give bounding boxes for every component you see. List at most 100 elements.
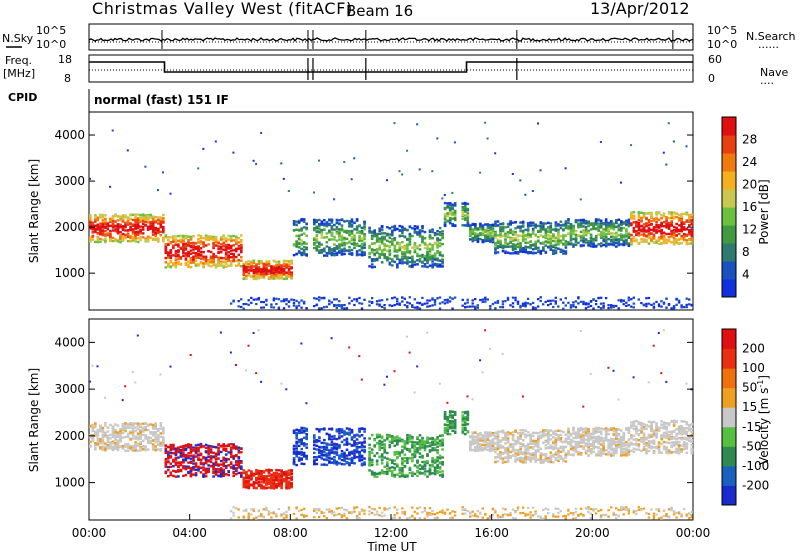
ground-cell [287,305,291,308]
echo-cell [453,218,457,222]
ground-cell [549,299,552,302]
echo-cell [433,258,437,261]
ground-cell [685,297,688,300]
ground-cell [514,296,517,299]
echo-cell [353,157,356,160]
echo-cell [680,235,683,238]
echo-cell [368,246,371,249]
echo-cell [235,473,238,476]
echo-cell [267,481,271,485]
echo-cell [524,250,527,254]
ground-cell [438,296,442,299]
echo-cell [277,260,281,263]
echo-cell [554,223,558,226]
echo-cell [265,262,268,265]
echo-cell [267,474,271,478]
echo-cell [177,245,180,248]
echo-cell [219,473,223,476]
echo-cell [169,261,173,264]
echo-cell [300,229,303,232]
echo-cell [531,252,535,255]
ground-cell [451,307,454,310]
echo-cell [91,231,95,234]
echo-cell [345,242,349,245]
echo-cell [511,252,515,255]
echo-cell [149,423,152,426]
echo-cell [245,472,248,475]
echo-cell [426,261,429,265]
echo-cell [224,473,228,476]
echo-cell [229,244,233,248]
echo-cell [179,469,183,472]
ground-cell [453,296,457,299]
echo-cell [519,234,522,238]
echo-cell [209,260,213,264]
ground-cell [610,304,613,307]
echo-cell [604,234,608,238]
echo-cell [114,230,117,233]
echo-cell [169,236,173,239]
echo-cell [479,171,482,174]
echo-cell [134,215,137,219]
echo-cell [229,448,233,452]
echo-cell [114,238,117,241]
echo-cell [313,243,316,246]
echo-cell [504,245,507,249]
echo-cell [277,472,281,476]
ground-cell [607,304,610,307]
echo-cell [272,275,276,279]
echo-cell [338,228,341,231]
echo-cell [121,444,125,448]
echo-cell [421,255,424,259]
echo-cell [136,442,140,446]
echo-cell [129,446,132,449]
echo-cell [466,212,470,215]
echo-cell [690,237,694,240]
echo-cell [431,228,434,231]
echo-cell [267,478,271,482]
echo-cell [604,228,608,231]
ground-cell [524,301,527,304]
echo-cell [255,372,258,375]
echo-cell [579,244,583,248]
echo-cell [441,233,444,237]
ground-cell [486,298,489,301]
ground-cell [506,296,510,299]
echo-cell [685,234,689,237]
echo-cell [544,251,548,254]
echo-cell [537,240,540,243]
ground-cell [396,297,399,300]
ground-cell [272,297,276,300]
echo-cell [612,239,616,242]
echo-cell [139,216,142,219]
echo-cell [675,241,678,245]
echo-cell [280,162,283,165]
echo-cell [194,455,198,458]
ground-cell [348,296,351,299]
echo-cell [587,224,590,228]
echo-cell [126,446,130,449]
echo-cell [511,237,515,240]
echo-cell [315,229,319,232]
echo-cell [531,232,535,235]
echo-cell [141,213,145,216]
colorbar-swatch [722,225,736,244]
echo-cell [574,243,578,246]
echo-cell [396,264,399,267]
echo-cell [172,469,175,473]
echo-cell [330,234,334,237]
echo-cell [617,223,621,226]
echo-cell [539,252,543,255]
echo-cell [302,232,306,235]
echo-cell [172,236,175,239]
colorbar-tick-label: 16 [742,200,757,214]
echo-cell [111,236,115,240]
echo-cell [579,222,583,226]
echo-cell [179,453,183,456]
echo-cell [157,238,160,242]
echo-cell [295,243,298,246]
echo-cell [202,463,205,466]
echo-cell [443,221,447,224]
echo-cell [645,234,648,237]
